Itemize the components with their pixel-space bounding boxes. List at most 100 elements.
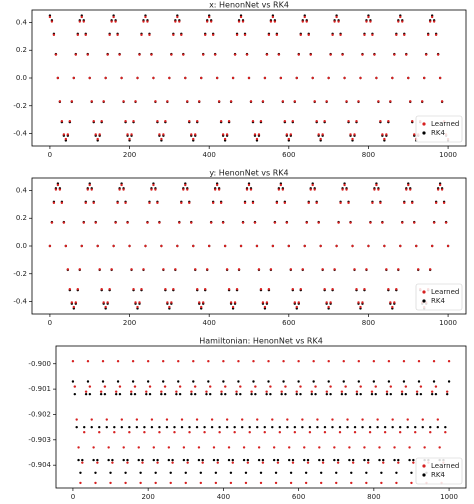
point: [389, 100, 392, 103]
point: [54, 53, 58, 56]
x-tick-label: 800: [362, 319, 375, 327]
point: [118, 392, 122, 396]
point: [289, 268, 293, 271]
point: [146, 221, 149, 224]
point: [403, 201, 406, 205]
point: [275, 33, 279, 37]
point: [349, 221, 352, 224]
point: [225, 425, 229, 429]
point: [58, 188, 62, 191]
point: [122, 100, 125, 103]
point: [363, 458, 366, 462]
point: [70, 301, 74, 304]
point: [142, 20, 145, 23]
point: [319, 137, 322, 141]
point: [116, 33, 119, 37]
point: [166, 301, 169, 304]
point: [72, 305, 76, 309]
point: [349, 133, 352, 136]
point: [120, 418, 124, 421]
point: [211, 33, 215, 37]
point: [214, 471, 218, 474]
point: [257, 458, 261, 462]
point: [212, 446, 216, 449]
point: [263, 76, 267, 80]
point: [154, 481, 157, 485]
point: [283, 119, 287, 123]
point: [436, 188, 440, 191]
point: [344, 392, 347, 396]
point: [126, 221, 129, 224]
point: [417, 380, 421, 383]
point: [216, 461, 219, 464]
point: [359, 76, 362, 80]
point: [259, 287, 263, 291]
point: [209, 385, 212, 388]
point: [188, 119, 191, 123]
point: [371, 201, 374, 205]
point: [160, 390, 163, 393]
point: [343, 76, 346, 80]
point: [387, 287, 390, 291]
point: [438, 76, 442, 80]
point: [237, 20, 241, 23]
point: [367, 244, 370, 248]
point: [282, 380, 285, 383]
point: [73, 392, 77, 396]
point: [92, 446, 95, 449]
point: [397, 458, 400, 462]
point: [369, 20, 372, 23]
y-tick-label: 0.2: [16, 214, 27, 222]
point: [225, 418, 229, 421]
point: [286, 425, 289, 429]
point: [96, 137, 99, 141]
point: [254, 385, 257, 388]
point: [92, 458, 95, 462]
point: [339, 201, 342, 205]
point: [202, 53, 205, 56]
point: [112, 244, 115, 248]
y-tick-label: -0.2: [13, 270, 27, 278]
point: [198, 301, 201, 304]
point: [204, 287, 207, 291]
point: [315, 201, 318, 205]
point: [303, 458, 306, 462]
point: [231, 458, 234, 462]
point: [321, 133, 324, 136]
point: [338, 425, 342, 429]
point: [339, 33, 342, 37]
point: [391, 305, 394, 309]
point: [86, 188, 89, 191]
point: [152, 458, 155, 462]
point: [136, 305, 139, 309]
point: [98, 431, 101, 434]
point: [329, 392, 332, 396]
point: [378, 446, 381, 449]
point: [92, 119, 95, 123]
point: [146, 20, 149, 23]
point: [447, 380, 451, 383]
point: [279, 76, 283, 80]
point: [367, 458, 370, 462]
point: [404, 392, 408, 396]
point: [295, 390, 298, 393]
point: [188, 201, 191, 205]
point: [124, 201, 127, 205]
point: [197, 458, 201, 462]
point: [287, 244, 291, 248]
point: [413, 221, 416, 224]
point: [365, 20, 368, 23]
point: [128, 425, 131, 429]
x-tick-label: 200: [141, 493, 154, 501]
point: [79, 481, 82, 485]
point: [173, 431, 176, 434]
point: [196, 287, 199, 291]
point: [255, 137, 259, 141]
point: [447, 360, 451, 363]
point: [190, 133, 193, 136]
point: [110, 20, 113, 23]
point: [200, 76, 203, 80]
y-tick-label: -0.902: [28, 410, 51, 418]
point: [380, 481, 383, 485]
point: [102, 301, 105, 304]
